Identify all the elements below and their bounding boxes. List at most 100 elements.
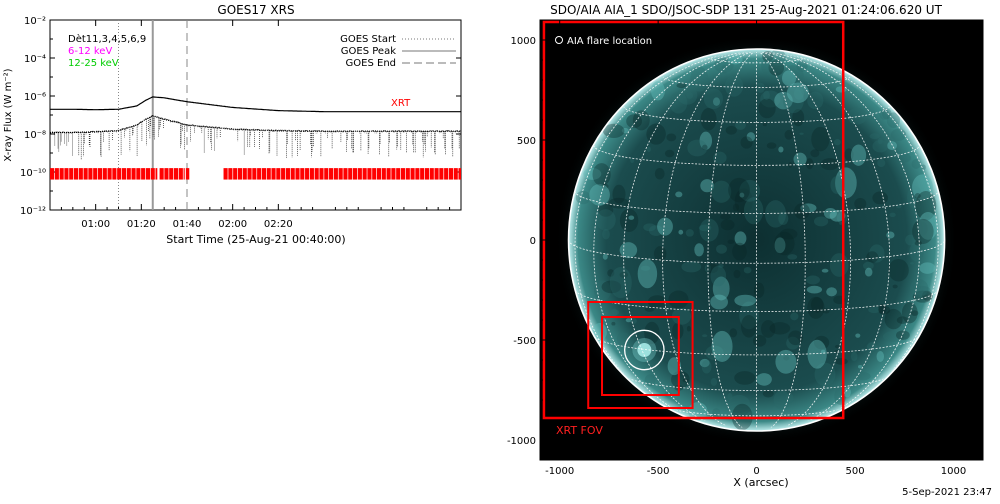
disk-texture-patch [710,378,718,386]
xrt-coverage-block [386,168,391,180]
disk-texture-patch [601,183,609,189]
disk-texture-patch [866,342,877,352]
xrt-coverage-block [159,168,164,180]
disk-texture-patch [843,387,851,398]
disk-texture-patch [826,287,837,297]
disk-texture-patch [762,390,774,398]
disk-texture-patch [778,212,789,225]
aia-y-tick-label: -500 [513,336,536,347]
xrt-coverage-block [357,168,362,180]
longitude-line [574,51,757,412]
goes-upper-curve [50,96,461,113]
disk-texture-patch [671,370,690,389]
disk-texture-patch [739,192,745,198]
disk-texture-patch [734,371,756,385]
xrt-coverage-block [314,168,319,180]
disk-texture-patch [834,357,848,365]
disk-texture-patch [643,223,656,232]
xrt-coverage-block [415,168,420,180]
xrt-coverage-block [141,168,146,180]
xrt-coverage-block [178,168,183,180]
timestamp: 5-Sep-2021 23:47 [902,487,992,498]
disk-texture-patch [888,258,909,282]
disk-texture-patch [877,158,886,168]
xrt-fov-box [542,20,845,420]
disk-texture-patch [598,203,614,217]
flare-location-circle [624,329,665,371]
disk-texture-patch [705,345,724,360]
disk-texture-patch [921,164,926,171]
disk-texture-patch [877,137,883,145]
flare-glow [632,338,657,362]
xrt-coverage-block [183,168,185,180]
disk-texture-patch [774,237,786,254]
disk-texture-patch [762,51,774,62]
disk-texture-patch [664,149,675,158]
disk-texture-patch [918,222,928,236]
disk-texture-patch [833,138,841,146]
goes-lower-noise [49,114,462,160]
disk-texture-patch [764,200,787,228]
disk-texture-patch [778,146,784,153]
disk-texture-patch [763,90,770,100]
disk-texture-patch [743,266,752,274]
disk-texture-patch [729,328,738,338]
disk-texture-patch [671,307,692,325]
disk-texture-patch [732,203,740,212]
disk-texture-patch [872,140,889,153]
aia-x-axis: -1000 -500 0 500 1000 [545,20,974,477]
xrt-coverage-block [281,168,286,180]
latitude-line [594,336,919,356]
xrt-fov-label: XRT FOV [556,424,603,437]
aia-y-tick-label: 1000 [511,36,536,47]
xrt-coverage-block [309,168,314,180]
goes-xrs-panel: GOES17 XRS 10⁻¹² 10⁻¹⁰ 10⁻⁸ 10⁻⁶ 10⁻⁴ 10⁻² 01… [3,3,462,246]
disk-texture-patch [887,141,897,151]
xrt-coverage-block [352,168,358,180]
disk-texture-patch [760,90,781,108]
disk-texture-patch [807,339,827,369]
xrt-coverage-block [257,168,262,180]
xrt-coverage-block [261,168,267,180]
disk-texture-patch [675,191,683,198]
xrt-coverage-block [348,168,353,180]
disk-texture-patch [779,228,798,240]
disk-texture-patch [872,191,889,205]
disk-texture-patch [820,349,826,354]
xrt-coverage-block [59,168,64,180]
disk-texture-patch [710,265,727,287]
disk-texture-patch [713,151,727,164]
disk-texture-patch [672,322,684,340]
disk-texture-patch [866,251,879,263]
disk-texture-patch [704,264,712,273]
disk-texture-patch [583,167,602,180]
disk-texture-patch [644,374,656,387]
goes-x-tick-label: 01:20 [127,219,156,230]
disk-texture-patch [710,294,728,310]
xrt-coverage-block [136,168,141,180]
disk-texture-patch [912,290,933,303]
channel-label-detectors: Dèt11,3,4,5,6,9 [68,33,146,45]
disk-texture-patch [915,190,937,221]
disk-texture-patch [681,261,702,273]
disk-texture-patch [728,177,750,203]
goes-time-markers [118,20,188,210]
xrt-coverage-block [429,168,434,180]
xrt-coverage-block [121,168,127,180]
disk-texture-patch [725,125,737,135]
disk-texture-patch [592,323,607,341]
limb-outline [567,48,946,432]
disk-texture-patch [786,336,800,350]
disk-texture-patch [625,318,632,323]
goes-x-tick-label: 01:00 [81,219,110,230]
xrt-coverage-block [228,168,233,180]
aia-x-tick-label: -500 [647,466,670,477]
goes-x-tick-label: 02:20 [264,219,293,230]
disk-texture-patch [734,231,747,246]
aia-panel: SDO/AIA AIA_1 SDO/JSOC-SDP 131 25-Aug-20… [507,3,984,489]
xrt-coverage-block [396,168,401,180]
disk-texture-patch [595,209,616,231]
latitude-line [625,376,889,391]
disk-texture-patch [632,110,650,131]
